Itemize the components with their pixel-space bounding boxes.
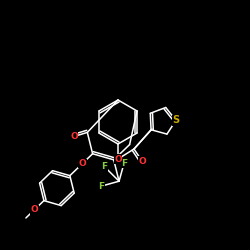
Text: O: O bbox=[138, 156, 146, 166]
Text: F: F bbox=[98, 182, 104, 191]
Text: S: S bbox=[172, 115, 180, 125]
Text: O: O bbox=[114, 154, 122, 164]
Text: F: F bbox=[101, 162, 107, 171]
Text: O: O bbox=[79, 159, 86, 168]
Text: O: O bbox=[31, 205, 38, 214]
Text: O: O bbox=[70, 132, 78, 141]
Text: F: F bbox=[121, 159, 127, 168]
